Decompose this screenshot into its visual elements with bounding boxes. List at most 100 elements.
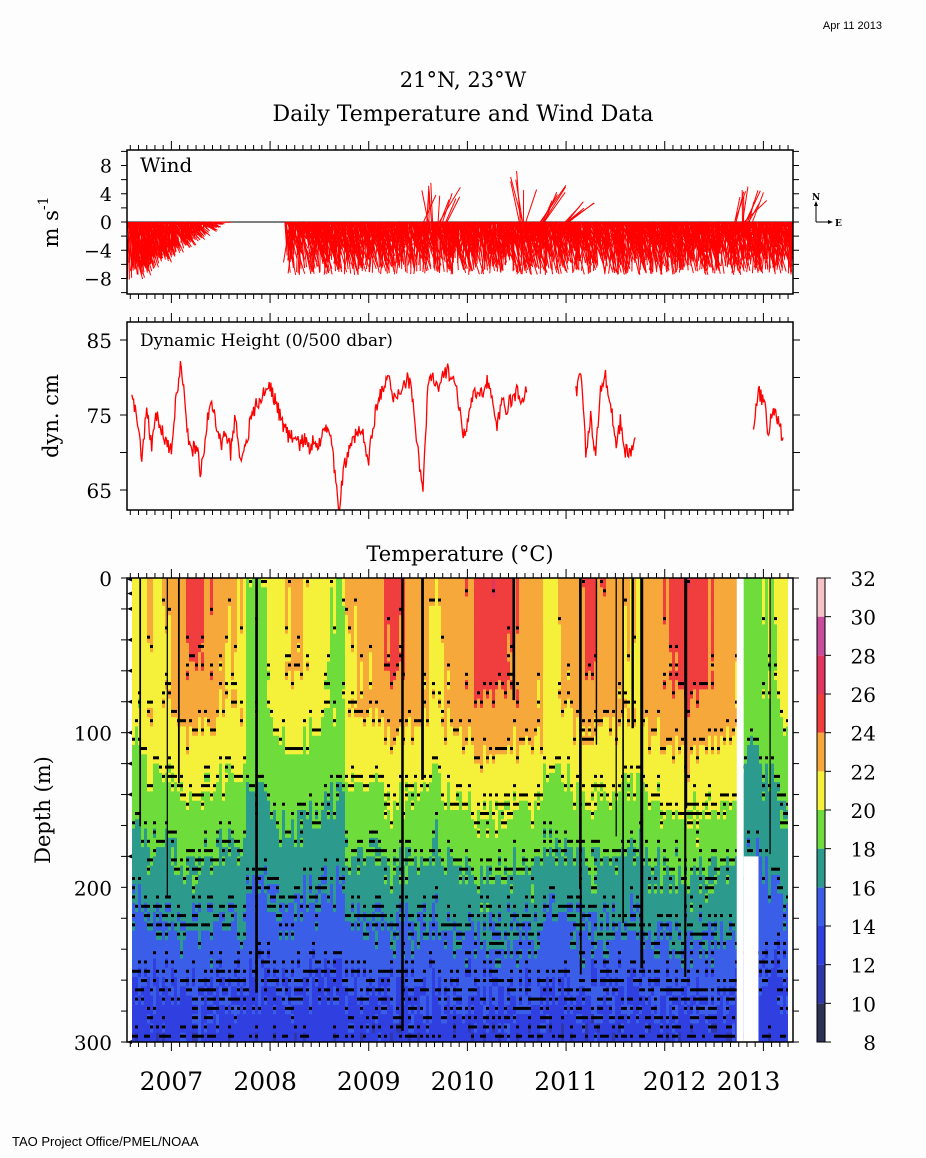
- wind-vector: [656, 221, 660, 234]
- temperature-contour: [222, 904, 225, 908]
- temperature-cell: [165, 967, 169, 978]
- temperature-contour: [192, 997, 195, 1001]
- temperature-cell: [231, 837, 235, 848]
- temperature-cell: [204, 856, 208, 867]
- temperature-cell: [243, 652, 247, 663]
- temperature-cell: [180, 995, 184, 1006]
- wind-vector: [412, 221, 417, 242]
- wind-vector: [369, 221, 377, 254]
- temperature-cell: [228, 735, 232, 746]
- temperature-cell: [231, 856, 235, 867]
- temperature-cell: [159, 865, 163, 876]
- temperature-contour: [219, 969, 222, 973]
- temperature-cell: [168, 874, 172, 885]
- temperature-contour: [141, 904, 144, 908]
- temperature-cell: [231, 754, 235, 765]
- wind-vector: [743, 221, 750, 234]
- wind-vector: [505, 221, 512, 248]
- temperature-cell: [144, 642, 148, 653]
- temperature-contour: [183, 876, 186, 880]
- temperature-cell: [213, 745, 217, 755]
- temperature-contour: [207, 719, 210, 723]
- temperature-cell: [243, 615, 247, 625]
- temperature-cell: [231, 967, 235, 978]
- temperature-cell: [237, 800, 241, 811]
- temperature-cell: [132, 624, 136, 635]
- temperature-cell: [243, 958, 247, 969]
- temperature-cell: [225, 958, 229, 969]
- temperature-contour: [159, 904, 162, 908]
- temperature-cell: [144, 689, 148, 700]
- temperature-cell: [204, 893, 208, 904]
- temperature-cell: [222, 800, 226, 811]
- temperature-cell: [195, 587, 199, 598]
- temperature-cell: [240, 912, 244, 922]
- temperature-cell: [207, 856, 211, 867]
- wind-vector: [348, 221, 355, 237]
- temperature-cell: [171, 930, 175, 941]
- temperature-cell: [195, 772, 199, 783]
- temperature-cell: [174, 726, 178, 737]
- temperature-cell: [135, 1004, 139, 1015]
- temperature-cell: [153, 986, 157, 997]
- temperature-cell: [150, 791, 154, 802]
- temperature-contour: [183, 1034, 186, 1038]
- temperature-contour: [186, 802, 189, 806]
- temperature-cell: [216, 578, 220, 588]
- temperature-cell: [240, 949, 244, 960]
- temperature-cell: [216, 902, 220, 913]
- temperature-contour: [207, 1006, 210, 1010]
- wind-vector: [339, 221, 347, 257]
- temperature-cell: [159, 995, 163, 1006]
- wind-vector: [749, 221, 758, 249]
- temperature-cell: [216, 810, 220, 820]
- wind-vector: [392, 221, 399, 236]
- temperature-cell: [204, 949, 208, 960]
- temperature-cell: [222, 587, 226, 598]
- temperature-cell: [231, 939, 235, 950]
- temperature-cell: [228, 958, 232, 969]
- temperature-cell: [243, 810, 247, 820]
- temperature-cell: [237, 893, 241, 904]
- wind-vector: [364, 221, 373, 266]
- temperature-cell: [135, 605, 139, 616]
- temperature-contour: [150, 784, 153, 788]
- temperature-cell: [162, 958, 166, 969]
- temperature-cell: [141, 587, 145, 598]
- temperature-contour: [165, 960, 168, 964]
- temperature-cell: [231, 1014, 235, 1025]
- temperature-cell: [174, 633, 178, 644]
- temperature-cell: [168, 791, 172, 802]
- wind-vector: [289, 221, 298, 255]
- temperature-cell: [225, 726, 229, 737]
- temperature-cell: [156, 986, 160, 997]
- temperature-contour: [222, 997, 225, 1001]
- temperature-cell: [234, 754, 238, 765]
- temperature-cell: [180, 689, 184, 700]
- wind-vector: [380, 221, 387, 275]
- temperature-cell: [174, 977, 178, 987]
- wind-vector: [741, 221, 749, 249]
- wind-vector: [180, 221, 188, 239]
- temperature-cell: [165, 939, 169, 950]
- temperature-contour: [219, 654, 222, 658]
- temperature-cell: [204, 596, 208, 607]
- temperature-contour: [162, 691, 165, 695]
- temperature-cell: [225, 939, 229, 950]
- temperature-contour: [237, 979, 240, 983]
- temperature-contour: [243, 932, 246, 936]
- temperature-cell: [186, 772, 190, 783]
- temperature-cell: [234, 782, 238, 793]
- temperature-cell: [183, 670, 187, 681]
- temperature-cell: [138, 902, 142, 913]
- temperature-contour: [147, 1006, 150, 1010]
- temperature-contour: [177, 904, 180, 908]
- temperature-cell: [201, 717, 205, 728]
- temperature-cell: [132, 865, 136, 876]
- temperature-cell: [207, 837, 211, 848]
- wind-vector: [768, 221, 772, 268]
- temperature-cell: [150, 689, 154, 700]
- wind-vector: [568, 221, 576, 245]
- temperature-cell: [159, 1004, 163, 1015]
